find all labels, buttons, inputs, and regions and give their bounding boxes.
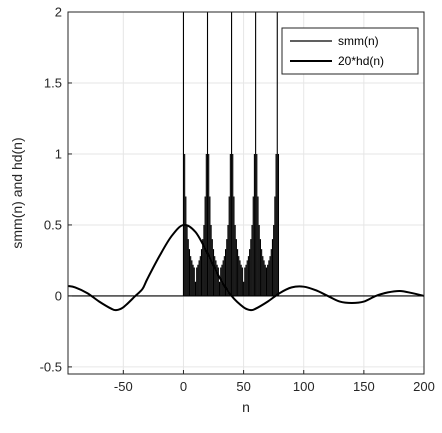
plot-lines: [67, 12, 425, 312]
legend: smm(n) 20*hd(n): [281, 27, 419, 75]
y-tick-label: 0: [55, 288, 62, 303]
axes-box: [67, 11, 425, 375]
x-axis-label: n: [242, 399, 250, 415]
legend-box: [281, 27, 419, 75]
x-tick-label: -50: [114, 379, 133, 394]
x-tick-label: 0: [180, 379, 187, 394]
x-tick-label: 200: [413, 379, 435, 394]
x-tick-label: 100: [293, 379, 315, 394]
legend-label-smm: smm(n): [338, 34, 379, 48]
y-tick-label: 0.5: [44, 217, 62, 232]
series-hd-line: [67, 223, 425, 312]
y-tick-label: 2: [55, 5, 62, 20]
legend-label-hd: 20*hd(n): [338, 54, 384, 68]
x-tick-label: 150: [353, 379, 375, 394]
y-tick-label: 1: [55, 146, 62, 161]
y-tick-label: -0.5: [40, 359, 62, 374]
y-axis-label: smm(n) and hd(n): [9, 137, 25, 248]
x-tick-label: 50: [236, 379, 250, 394]
y-tick-label: 1.5: [44, 75, 62, 90]
series-smm-line: [182, 12, 280, 296]
axis-ticks: -50 0 50 100 150 200 -0.5 0 0.5 1 1.5 2: [40, 5, 435, 395]
